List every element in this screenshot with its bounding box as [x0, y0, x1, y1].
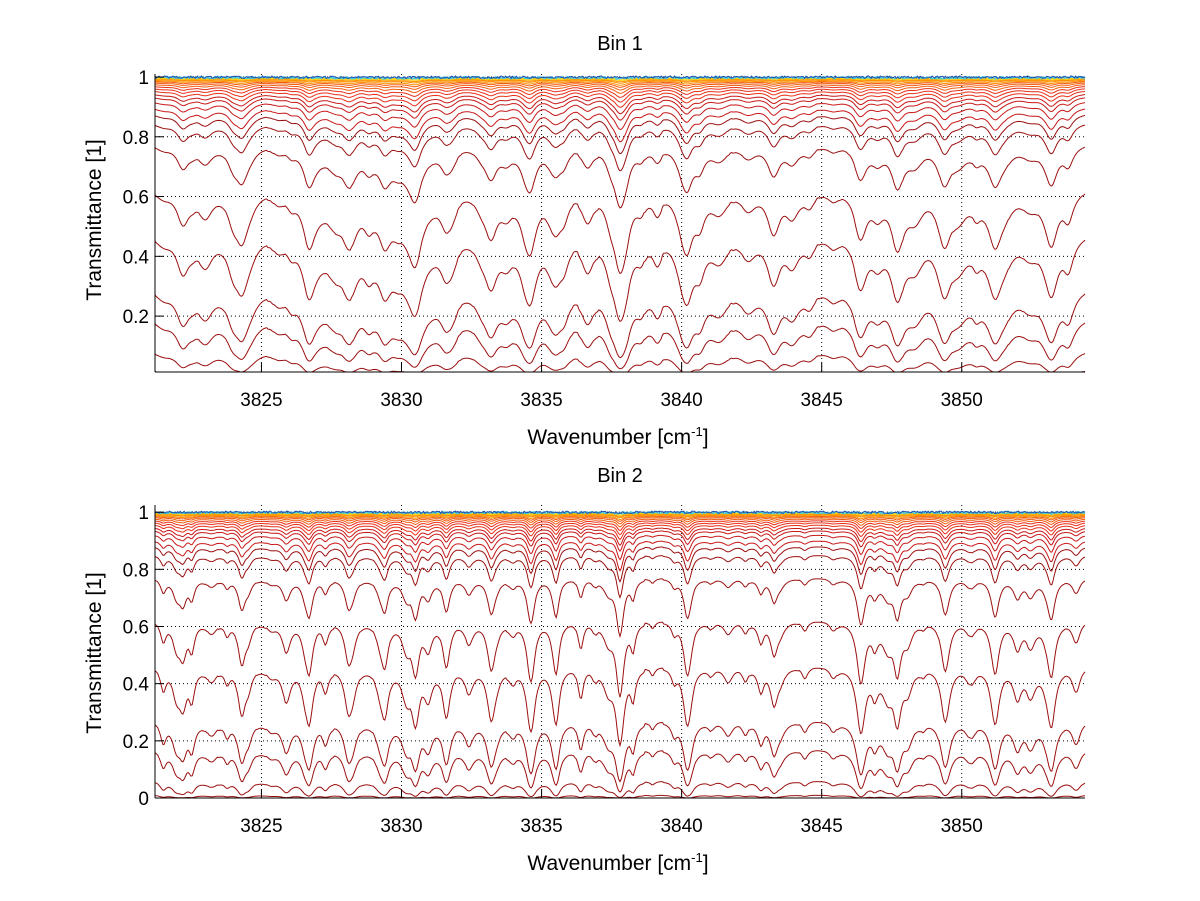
axes — [154, 74, 1085, 373]
y-tick-label: 0.8 — [123, 128, 149, 149]
series-line — [154, 124, 1086, 172]
series-line — [154, 239, 1086, 323]
x-tick-label: 3845 — [801, 390, 843, 411]
x-tick-label: 3835 — [520, 390, 562, 411]
series-line — [154, 516, 1085, 522]
x-tick-label: 3840 — [660, 390, 702, 411]
series-line — [154, 510, 1086, 515]
series-line — [155, 78, 1086, 83]
series-line — [154, 82, 1086, 91]
series-line — [154, 520, 1086, 532]
x-tick-label: 3830 — [380, 390, 422, 411]
series-line — [154, 193, 1086, 275]
series-group — [154, 74, 1086, 373]
series-line — [154, 88, 1086, 103]
y-tick-label: 0 — [138, 789, 149, 810]
y-tick-labels: 0 0.2 0.4 0.6 0.8 1 — [123, 503, 150, 810]
series-line — [154, 667, 1086, 748]
x-tick-label: 3845 — [801, 816, 843, 837]
grid — [155, 505, 1085, 799]
x-axis-label: Wavenumber [cm-1] — [527, 850, 708, 875]
y-tick-label: 0.8 — [123, 560, 149, 581]
series-line — [154, 352, 1086, 373]
y-axis-label: Transmittance [1] — [83, 139, 106, 300]
series-line — [154, 621, 1086, 698]
x-axis-label: Wavenumber [cm-1] — [527, 424, 708, 449]
series-line — [154, 74, 1086, 80]
x-tick-label: 3850 — [941, 816, 983, 837]
x-tick-label: 3825 — [240, 390, 282, 411]
series-line — [154, 518, 1086, 528]
y-tick-label: 0.2 — [123, 307, 149, 328]
series-line — [154, 555, 1086, 599]
series-line — [154, 517, 1085, 525]
series-line — [154, 513, 1085, 518]
series-group — [154, 510, 1086, 799]
y-tick-label: 1 — [138, 68, 149, 89]
y-tick-label: 1 — [138, 503, 149, 524]
series-line — [154, 513, 1085, 516]
series-line — [154, 146, 1086, 209]
series-line — [154, 515, 1085, 521]
x-tick-labels: 3825 3830 3835 3840 3845 3850 — [240, 816, 983, 837]
series-line — [154, 79, 1085, 84]
x-tick-label: 3835 — [520, 816, 562, 837]
series-line — [154, 293, 1086, 359]
series-line — [154, 578, 1086, 639]
series-line — [154, 90, 1086, 108]
x-tick-label: 3840 — [660, 816, 702, 837]
chart-title: Bin 1 — [597, 33, 643, 55]
y-tick-labels: 0.2 0.4 0.6 0.8 1 — [123, 68, 150, 328]
axes — [154, 505, 1085, 799]
y-tick-label: 0.6 — [123, 188, 149, 209]
x-tick-label: 3850 — [941, 390, 983, 411]
series-line — [154, 546, 1086, 583]
y-tick-label: 0.4 — [123, 247, 150, 268]
series-line — [154, 94, 1086, 115]
series-line — [154, 84, 1086, 94]
x-tick-label: 3825 — [240, 816, 282, 837]
panel-bin-2: Bin 2 0 0.2 0.4 0.6 0.8 1 3825 3830 3835 3840 384… — [83, 465, 1086, 875]
y-tick-label: 0.4 — [123, 675, 150, 696]
series-line — [154, 721, 1086, 783]
x-tick-labels: 3825 3830 3835 3840 3845 3850 — [240, 390, 983, 411]
series-line — [154, 534, 1086, 561]
series-line — [154, 530, 1086, 552]
series-line — [155, 78, 1085, 81]
y-axis-label: Transmittance [1] — [83, 572, 106, 733]
series-line — [154, 114, 1086, 155]
y-tick-label: 0.2 — [123, 732, 149, 753]
series-line — [154, 97, 1086, 121]
series-line — [154, 322, 1086, 370]
series-line — [154, 750, 1086, 793]
series-line — [154, 540, 1086, 572]
series-line — [154, 108, 1086, 143]
chart-title: Bin 2 — [597, 465, 643, 487]
series-line — [154, 522, 1086, 536]
grid — [155, 74, 1085, 372]
series-line — [155, 80, 1086, 86]
panel-bin-1: Bin 1 0.2 0.4 0.6 0.8 1 3825 3830 3835 3840 3845… — [83, 33, 1086, 449]
series-line — [154, 514, 1085, 519]
series-line — [154, 524, 1086, 541]
series-line — [154, 86, 1086, 98]
series-line — [154, 102, 1086, 131]
series-line — [154, 781, 1086, 798]
series-line — [154, 81, 1086, 88]
y-tick-label: 0.6 — [123, 617, 149, 638]
series-line — [154, 527, 1086, 547]
x-tick-label: 3830 — [380, 816, 422, 837]
